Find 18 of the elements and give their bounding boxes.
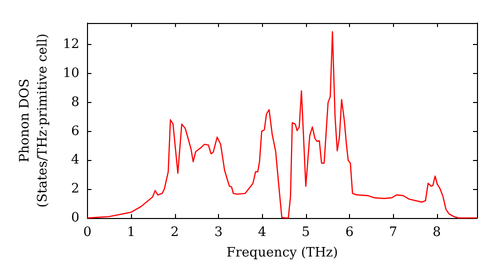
y-axis-title: Phonon DOS (States/THz·primitive cell)	[18, 33, 50, 208]
x-tick-label: 6	[345, 225, 354, 240]
y-tick-label: 10	[62, 66, 80, 82]
y-tick-label: 0	[71, 210, 80, 226]
y-tick-label: 2	[71, 182, 80, 197]
y-tick-label: 12	[62, 37, 80, 52]
x-tick-label: 3	[214, 225, 223, 240]
y-tick-label: 4	[71, 152, 80, 168]
y-tick-label: 8	[71, 94, 80, 110]
x-tick-label: 1	[126, 225, 136, 240]
x-tick-label: 8	[432, 225, 441, 240]
x-tick-label: 4	[258, 225, 266, 240]
x-tick-label: 7	[389, 225, 398, 240]
x-tick-label: 0	[83, 225, 92, 240]
x-axis-title: Frequency (THz)	[226, 246, 338, 260]
x-tick-label: 5	[302, 225, 310, 240]
x-tick-label: 2	[170, 225, 179, 240]
y-tick-label: 6	[71, 124, 80, 139]
